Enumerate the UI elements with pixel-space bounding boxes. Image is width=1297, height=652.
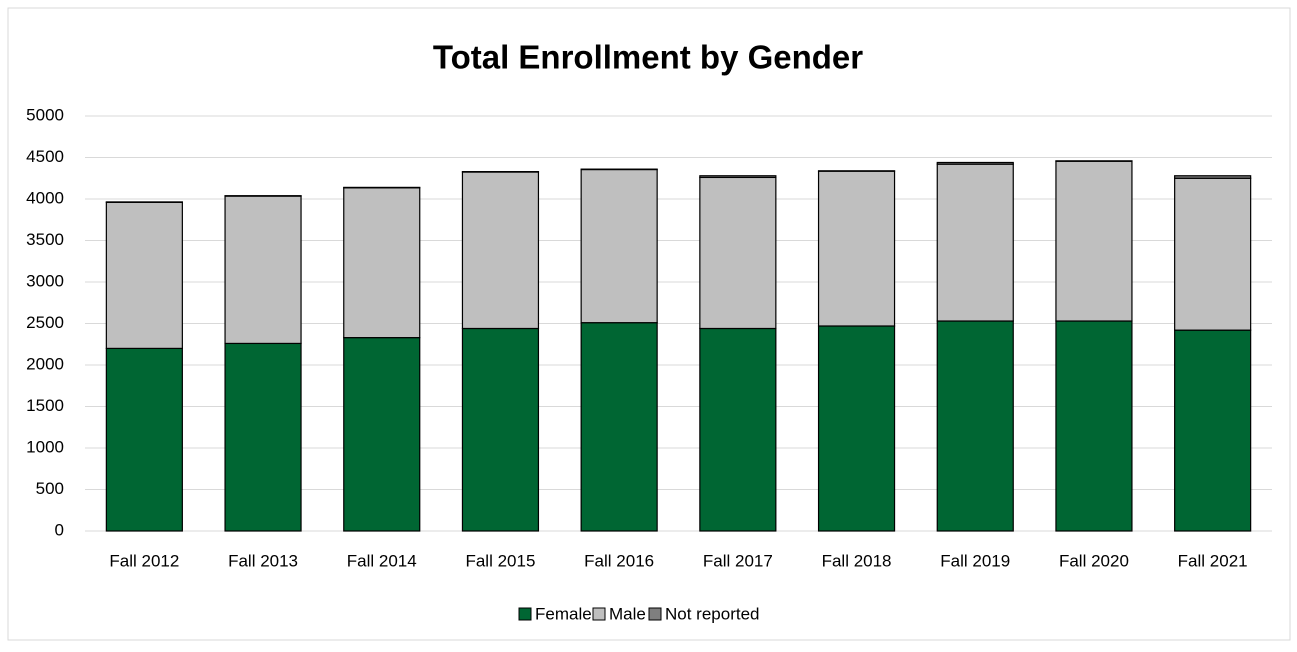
y-tick-label: 3000	[26, 271, 64, 290]
y-tick-label: 2500	[26, 313, 64, 332]
bar-segment	[581, 323, 657, 531]
bar-segment	[937, 164, 1013, 321]
bar-segment	[225, 343, 301, 531]
bar-segment	[819, 171, 895, 326]
bar-segment	[462, 172, 538, 328]
x-tick-label: Fall 2019	[940, 551, 1010, 570]
y-tick-label: 2000	[26, 354, 64, 373]
x-tick-label: Fall 2012	[109, 551, 179, 570]
y-tick-label: 1500	[26, 396, 64, 415]
y-tick-label: 500	[36, 479, 64, 498]
legend-label: Male	[609, 604, 646, 623]
bar-segment	[1175, 178, 1251, 330]
y-tick-label: 4000	[26, 188, 64, 207]
bar-segment	[700, 328, 776, 531]
x-tick-label: Fall 2014	[347, 551, 417, 570]
bar-segment	[344, 188, 420, 338]
bar-segment	[700, 177, 776, 328]
legend-swatch	[593, 608, 605, 620]
x-tick-label: Fall 2018	[822, 551, 892, 570]
bar-segment	[937, 321, 1013, 531]
x-tick-label: Fall 2015	[465, 551, 535, 570]
bar-segment	[462, 328, 538, 531]
legend-swatch	[649, 608, 661, 620]
bar-segment	[700, 176, 776, 178]
bar-segment	[344, 338, 420, 531]
bar-segment	[225, 196, 301, 343]
x-tick-label: Fall 2020	[1059, 551, 1129, 570]
y-tick-label: 1000	[26, 437, 64, 456]
legend-swatch	[519, 608, 531, 620]
x-tick-label: Fall 2016	[584, 551, 654, 570]
legend-label: Not reported	[665, 604, 760, 623]
bar-segment	[1056, 161, 1132, 321]
bar-segment	[819, 326, 895, 531]
x-tick-label: Fall 2021	[1178, 551, 1248, 570]
legend-label: Female	[535, 604, 592, 623]
bar-segment	[581, 170, 657, 323]
bar-segment	[1175, 330, 1251, 531]
chart-title: Total Enrollment by Gender	[433, 39, 863, 76]
y-tick-label: 0	[55, 520, 64, 539]
y-tick-label: 5000	[26, 105, 64, 124]
x-tick-label: Fall 2013	[228, 551, 298, 570]
bar-segment	[106, 348, 182, 531]
x-tick-label: Fall 2017	[703, 551, 773, 570]
bar-segment	[1056, 321, 1132, 531]
bar-segment	[1175, 176, 1251, 178]
y-tick-label: 3500	[26, 230, 64, 249]
y-tick-label: 4500	[26, 147, 64, 166]
bar-segment	[106, 202, 182, 348]
bar-segment	[937, 162, 1013, 164]
